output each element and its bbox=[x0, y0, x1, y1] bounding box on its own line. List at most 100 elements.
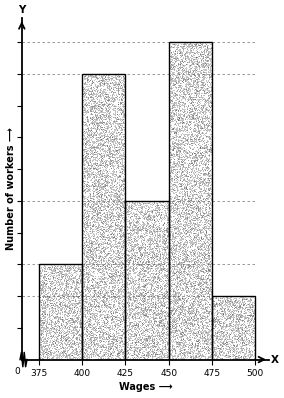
Point bbox=[167, 238, 172, 244]
Point bbox=[184, 222, 189, 228]
Point bbox=[54, 290, 58, 297]
Point bbox=[112, 293, 117, 299]
Point bbox=[222, 307, 226, 313]
Point bbox=[180, 128, 185, 135]
Point bbox=[121, 192, 126, 198]
Point bbox=[199, 279, 203, 286]
Point bbox=[201, 308, 205, 315]
Point bbox=[82, 136, 87, 142]
Point bbox=[58, 299, 62, 306]
Point bbox=[141, 308, 146, 314]
Point bbox=[202, 144, 206, 151]
Point bbox=[231, 352, 235, 358]
Point bbox=[203, 240, 208, 247]
Point bbox=[106, 234, 110, 240]
Point bbox=[120, 338, 124, 344]
Point bbox=[168, 77, 172, 83]
Point bbox=[120, 229, 125, 236]
Point bbox=[219, 316, 224, 322]
Point bbox=[201, 160, 206, 167]
Point bbox=[169, 281, 174, 287]
Point bbox=[105, 171, 109, 178]
Point bbox=[172, 57, 176, 63]
Point bbox=[202, 339, 206, 345]
Point bbox=[191, 199, 195, 206]
Point bbox=[175, 174, 179, 180]
Point bbox=[92, 285, 97, 292]
Point bbox=[141, 201, 146, 207]
Point bbox=[110, 316, 114, 322]
Point bbox=[222, 332, 226, 338]
Point bbox=[112, 217, 116, 223]
Point bbox=[103, 279, 107, 286]
Point bbox=[96, 82, 100, 88]
Point bbox=[115, 263, 120, 269]
Point bbox=[218, 298, 222, 305]
Point bbox=[83, 152, 88, 158]
Point bbox=[83, 126, 88, 132]
Point bbox=[90, 349, 95, 355]
Point bbox=[135, 279, 140, 285]
Point bbox=[201, 113, 206, 119]
Point bbox=[116, 167, 121, 173]
Point bbox=[143, 352, 148, 358]
Point bbox=[136, 234, 140, 240]
Point bbox=[134, 260, 139, 267]
Point bbox=[182, 216, 187, 222]
Point bbox=[94, 193, 99, 199]
Point bbox=[187, 258, 191, 264]
Point bbox=[121, 203, 126, 209]
Point bbox=[82, 187, 87, 193]
Point bbox=[114, 243, 118, 249]
Point bbox=[158, 315, 162, 322]
Point bbox=[172, 333, 177, 339]
Point bbox=[195, 40, 199, 47]
Point bbox=[105, 210, 109, 217]
Point bbox=[191, 225, 195, 231]
Point bbox=[158, 317, 162, 324]
Point bbox=[161, 250, 166, 256]
Point bbox=[93, 226, 98, 232]
Point bbox=[88, 199, 92, 205]
Point bbox=[95, 203, 100, 209]
Point bbox=[179, 173, 183, 179]
Point bbox=[38, 297, 43, 303]
Point bbox=[101, 329, 106, 336]
Point bbox=[194, 289, 199, 295]
Point bbox=[95, 258, 99, 264]
Point bbox=[108, 352, 112, 358]
Point bbox=[99, 108, 103, 115]
Point bbox=[103, 96, 108, 103]
Point bbox=[180, 51, 185, 57]
Point bbox=[196, 289, 201, 296]
Point bbox=[105, 251, 109, 258]
Point bbox=[51, 274, 56, 280]
Point bbox=[201, 87, 206, 93]
Point bbox=[170, 111, 174, 118]
Point bbox=[126, 335, 130, 341]
Point bbox=[250, 312, 255, 318]
Point bbox=[235, 326, 240, 333]
Point bbox=[140, 320, 145, 326]
Point bbox=[251, 310, 255, 316]
Point bbox=[82, 73, 87, 79]
Point bbox=[85, 251, 89, 258]
Point bbox=[174, 343, 178, 349]
Point bbox=[187, 141, 192, 148]
Point bbox=[189, 303, 193, 309]
Point bbox=[182, 290, 186, 297]
Point bbox=[170, 125, 175, 132]
Point bbox=[252, 336, 256, 342]
Point bbox=[194, 314, 199, 321]
Point bbox=[118, 183, 122, 189]
Point bbox=[48, 278, 53, 285]
Point bbox=[184, 190, 189, 196]
Point bbox=[194, 341, 199, 348]
Point bbox=[155, 279, 160, 285]
Point bbox=[177, 275, 182, 282]
Point bbox=[185, 233, 189, 239]
Point bbox=[179, 307, 183, 314]
Point bbox=[189, 282, 193, 289]
Point bbox=[58, 302, 62, 308]
Point bbox=[85, 231, 90, 237]
